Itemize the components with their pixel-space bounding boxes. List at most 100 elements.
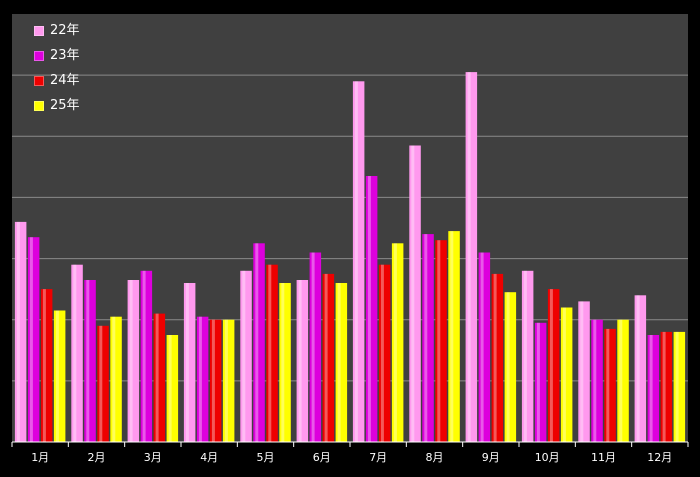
- bar-24年-10月: [547, 289, 560, 442]
- bar-22年-10月: [521, 270, 534, 442]
- bar-25年-6月: [335, 283, 348, 442]
- bar-highlight: [424, 234, 428, 442]
- bar-highlight: [649, 335, 653, 442]
- bar-23年-10月: [534, 322, 547, 442]
- bar-23年-6月: [309, 252, 322, 442]
- legend-swatch-24: [34, 75, 44, 86]
- bar-22年-3月: [127, 280, 140, 442]
- bar-highlight: [506, 292, 510, 442]
- bar-23年-5月: [253, 243, 265, 442]
- bar-highlight: [73, 264, 77, 442]
- bar-24年-6月: [322, 273, 335, 442]
- gridlines: [12, 74, 688, 382]
- x-tick-label: 9月: [482, 451, 500, 464]
- bar-highlight: [536, 322, 540, 442]
- bar-25年-1月: [53, 310, 66, 442]
- bar-highlight: [354, 81, 358, 443]
- bar-23年-3月: [140, 270, 153, 442]
- x-tick-label: 1月: [31, 451, 49, 464]
- legend-swatch-23: [34, 50, 44, 61]
- bar-24年-12月: [660, 331, 673, 442]
- bar-highlight: [393, 243, 397, 442]
- bar-highlight: [99, 325, 103, 442]
- legend-item-25: 25年: [34, 93, 80, 118]
- bar-highlight: [255, 243, 259, 442]
- bar-23年-1月: [27, 237, 40, 442]
- bar-23年-4月: [196, 316, 209, 442]
- legend-label-25: 25年: [50, 98, 80, 113]
- bars: [14, 72, 686, 443]
- bar-highlight: [562, 307, 566, 442]
- bar-highlight: [549, 289, 553, 442]
- bar-highlight: [86, 280, 90, 442]
- bar-24年-9月: [491, 273, 504, 442]
- bar-22年-6月: [296, 280, 309, 442]
- x-tick-label: 10月: [535, 451, 560, 464]
- bar-highlight: [211, 319, 215, 442]
- bar-24年-4月: [209, 319, 222, 442]
- bar-22年-2月: [71, 264, 83, 442]
- bar-22年-12月: [634, 295, 647, 442]
- bar-highlight: [142, 270, 146, 442]
- bar-22年-8月: [409, 145, 421, 442]
- bar-highlight: [112, 316, 116, 442]
- bar-highlight: [29, 237, 33, 442]
- bar-24年-7月: [378, 264, 391, 442]
- bar-25年-12月: [673, 331, 686, 442]
- legend-item-24: 24年: [34, 68, 80, 93]
- legend: 22年 23年 24年 25年: [34, 18, 80, 118]
- bar-highlight: [168, 335, 172, 442]
- bar-highlight: [268, 264, 272, 442]
- legend-label-24: 24年: [50, 73, 80, 88]
- bar-highlight: [324, 273, 328, 442]
- bar-24年-1月: [40, 289, 53, 442]
- x-tick-label: 12月: [647, 451, 672, 464]
- bar-25年-11月: [617, 319, 629, 442]
- bar-23年-8月: [422, 234, 434, 442]
- bar-highlight: [155, 313, 159, 442]
- bar-highlight: [411, 145, 415, 442]
- legend-item-22: 22年: [34, 18, 80, 43]
- x-tick-label: 11月: [591, 451, 616, 464]
- x-tick-label: 5月: [257, 451, 275, 464]
- x-ticks: [11, 442, 689, 447]
- bar-highlight: [580, 301, 584, 442]
- bar-highlight: [480, 252, 484, 442]
- x-tick-label: 8月: [426, 451, 444, 464]
- bar-highlight: [55, 310, 59, 442]
- bar-23年-11月: [591, 319, 603, 442]
- x-tick-label: 7月: [369, 451, 387, 464]
- bar-highlight: [619, 319, 623, 442]
- bar-highlight: [367, 176, 371, 442]
- legend-label-22: 22年: [50, 23, 80, 38]
- bar-highlight: [606, 328, 610, 442]
- bar-highlight: [311, 252, 315, 442]
- legend-label-23: 23年: [50, 48, 80, 63]
- bar-25年-10月: [560, 307, 573, 442]
- bar-highlight: [16, 221, 20, 442]
- bar-highlight: [636, 295, 640, 442]
- plot-area: [12, 14, 688, 442]
- bar-highlight: [337, 283, 341, 442]
- bar-25年-8月: [448, 231, 460, 442]
- legend-swatch-22: [34, 25, 44, 36]
- x-tick-label: 2月: [88, 451, 106, 464]
- bar-24年-2月: [97, 325, 109, 442]
- x-tick-label: 3月: [144, 451, 162, 464]
- bar-highlight: [467, 72, 471, 442]
- bar-highlight: [298, 280, 302, 442]
- bar-25年-4月: [222, 319, 235, 442]
- bar-highlight: [493, 273, 497, 442]
- bar-highlight: [242, 270, 246, 442]
- legend-item-23: 23年: [34, 43, 80, 68]
- x-tick-labels: 1月 2月 3月 4月 5月 6月 7月 8月 9月 10月 11月 12月: [31, 451, 672, 464]
- bar-highlight: [380, 264, 384, 442]
- bar-23年-9月: [478, 252, 491, 442]
- bar-highlight: [42, 289, 46, 442]
- bar-25年-5月: [279, 283, 291, 442]
- bar-23年-7月: [365, 176, 378, 442]
- bar-24年-8月: [435, 240, 447, 442]
- bar-highlight: [662, 331, 666, 442]
- x-tick-label: 6月: [313, 451, 331, 464]
- bar-highlight: [523, 270, 527, 442]
